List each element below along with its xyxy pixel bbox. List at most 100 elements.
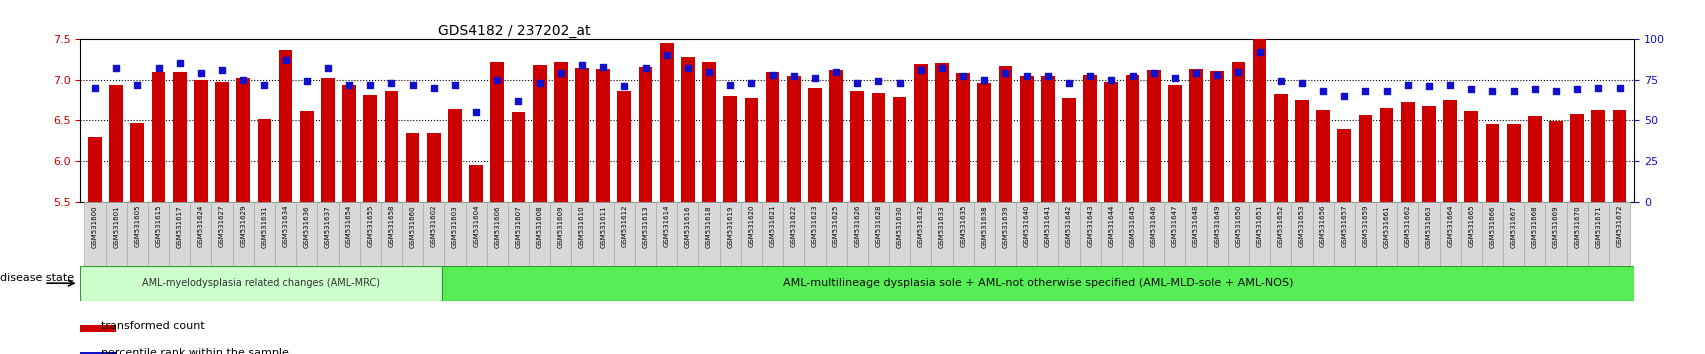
Point: [82, 85, 109, 91]
Text: GSM531605: GSM531605: [135, 205, 140, 247]
Point: [251, 82, 278, 87]
Bar: [1354, 202, 1376, 266]
Point: [1096, 77, 1124, 82]
Bar: [80, 266, 442, 301]
Bar: [1185, 202, 1205, 266]
Text: GSM531638: GSM531638: [980, 205, 987, 247]
Text: GSM531623: GSM531623: [812, 205, 817, 247]
Bar: [443, 202, 465, 266]
Point: [631, 65, 658, 71]
Text: GSM531661: GSM531661: [1383, 205, 1390, 247]
Bar: [575, 68, 588, 202]
Bar: [232, 202, 254, 266]
Bar: [871, 93, 885, 202]
Bar: [84, 202, 106, 266]
Bar: [338, 202, 360, 266]
Bar: [130, 123, 145, 202]
Text: GSM531601: GSM531601: [113, 205, 119, 247]
Point: [1055, 80, 1083, 86]
Text: GSM531610: GSM531610: [578, 205, 585, 247]
Point: [547, 70, 575, 76]
Bar: [321, 78, 334, 202]
Bar: [977, 83, 991, 202]
Point: [1521, 87, 1548, 92]
Bar: [169, 202, 191, 266]
Point: [271, 57, 298, 63]
Point: [970, 77, 997, 82]
Bar: [1506, 124, 1519, 202]
Bar: [951, 202, 974, 266]
Bar: [910, 202, 931, 266]
Bar: [825, 202, 846, 266]
Text: GSM531640: GSM531640: [1023, 205, 1030, 247]
Point: [928, 65, 955, 71]
Bar: [109, 85, 123, 202]
Text: GSM531646: GSM531646: [1151, 205, 1156, 247]
Point: [442, 82, 469, 87]
Point: [1415, 83, 1442, 89]
Bar: [1270, 202, 1291, 266]
Bar: [152, 72, 165, 202]
Bar: [1502, 202, 1523, 266]
Text: GSM531671: GSM531671: [1594, 205, 1601, 247]
Bar: [194, 80, 208, 202]
Bar: [1376, 202, 1396, 266]
Bar: [317, 202, 338, 266]
Text: GSM531624: GSM531624: [198, 205, 205, 247]
Bar: [786, 76, 800, 202]
Bar: [148, 202, 169, 266]
Point: [1202, 72, 1229, 78]
Text: GSM531656: GSM531656: [1320, 205, 1325, 247]
Text: GSM531602: GSM531602: [431, 205, 436, 247]
Bar: [1587, 202, 1608, 266]
Bar: [300, 110, 314, 202]
Bar: [423, 202, 443, 266]
Point: [1309, 88, 1337, 94]
Text: GSM531606: GSM531606: [494, 205, 500, 247]
Bar: [997, 66, 1011, 202]
Text: GSM531660: GSM531660: [409, 205, 416, 247]
Text: GSM531637: GSM531637: [324, 205, 331, 247]
Bar: [254, 202, 275, 266]
Text: GSM531670: GSM531670: [1574, 205, 1579, 247]
Bar: [892, 97, 905, 202]
Bar: [448, 109, 462, 202]
Text: GSM531663: GSM531663: [1425, 205, 1430, 247]
Point: [102, 65, 130, 71]
Bar: [1142, 202, 1163, 266]
Bar: [80, 352, 116, 354]
Text: AML-multilineage dysplasia sole + AML-not otherwise specified (AML-MLD-sole + AM: AML-multilineage dysplasia sole + AML-no…: [783, 278, 1292, 288]
Bar: [1459, 202, 1482, 266]
Point: [419, 85, 447, 91]
Bar: [1439, 202, 1459, 266]
Bar: [994, 202, 1016, 266]
Point: [907, 67, 934, 73]
Bar: [1040, 76, 1054, 202]
Text: GSM531618: GSM531618: [706, 205, 711, 247]
Text: GSM531621: GSM531621: [769, 205, 776, 247]
Bar: [762, 202, 783, 266]
Text: GSM531643: GSM531643: [1086, 205, 1093, 247]
Text: GSM531622: GSM531622: [791, 205, 796, 247]
Bar: [1337, 129, 1350, 202]
Bar: [868, 202, 888, 266]
Text: GSM531600: GSM531600: [92, 205, 97, 247]
Bar: [215, 82, 228, 202]
Bar: [702, 62, 716, 202]
Text: GSM531659: GSM531659: [1362, 205, 1367, 247]
Text: GSM531616: GSM531616: [684, 205, 691, 247]
Point: [885, 80, 912, 86]
Bar: [1020, 76, 1033, 202]
Point: [293, 79, 321, 84]
Bar: [1569, 114, 1584, 202]
Text: GSM531662: GSM531662: [1403, 205, 1410, 247]
Bar: [1083, 75, 1096, 202]
Text: GSM531607: GSM531607: [515, 205, 522, 247]
Bar: [384, 91, 397, 202]
Bar: [638, 67, 651, 202]
Bar: [1422, 106, 1436, 202]
Point: [779, 74, 806, 79]
Point: [950, 74, 977, 79]
Text: AML-myelodysplasia related changes (AML-MRC): AML-myelodysplasia related changes (AML-…: [142, 278, 380, 288]
Bar: [1400, 102, 1413, 202]
